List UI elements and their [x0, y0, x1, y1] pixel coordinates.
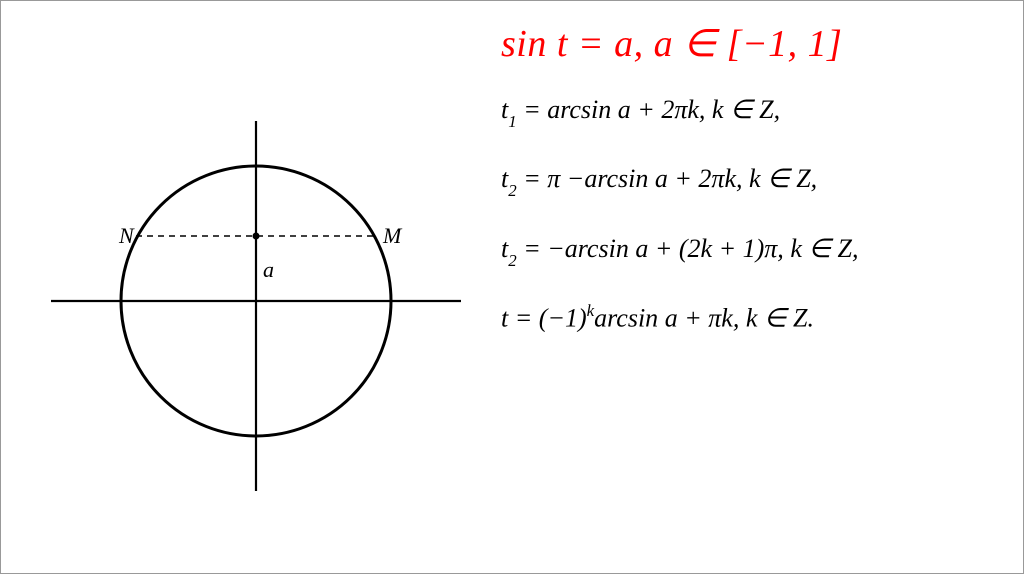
- equation-4: t = (−1)karcsin a + πk, k ∈ Z.: [501, 302, 1011, 334]
- formula-block: sin t = a, a ∈ [−1, 1] t1 = arcsin a + 2…: [501, 21, 1011, 368]
- equation-2: t2 = π −arcsin a + 2πk, k ∈ Z,: [501, 163, 1011, 198]
- equation-1: t1 = arcsin a + 2πk, k ∈ Z,: [501, 94, 1011, 129]
- equation-3: t2 = −arcsin a + (2k + 1)π, k ∈ Z,: [501, 233, 1011, 268]
- unit-circle-diagram: N Ma: [51, 111, 461, 511]
- slide-page: N Ma sin t = a, a ∈ [−1, 1] t1 = arcsin a…: [0, 0, 1024, 574]
- diagram-svg: N Ma: [51, 111, 461, 511]
- svg-text:a: a: [263, 257, 274, 282]
- equation-list: t1 = arcsin a + 2πk, k ∈ Z, t2 = π −arcsi…: [501, 94, 1011, 334]
- svg-text:M: M: [382, 223, 403, 248]
- title-equation: sin t = a, a ∈ [−1, 1]: [501, 21, 1011, 66]
- svg-text:N: N: [118, 223, 135, 248]
